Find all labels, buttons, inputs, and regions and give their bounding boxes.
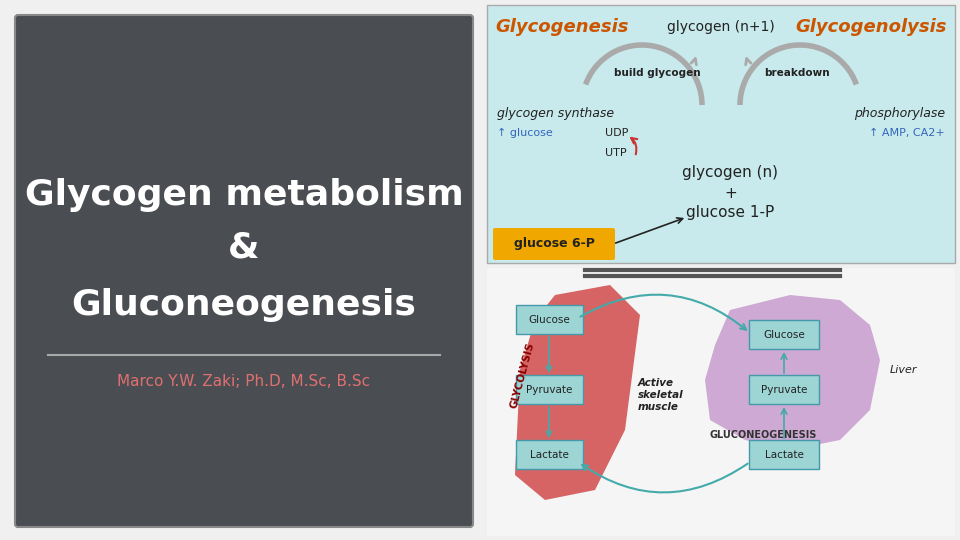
Text: Lactate: Lactate <box>764 450 804 460</box>
Text: &: & <box>228 231 260 265</box>
Text: glycogen (n): glycogen (n) <box>683 165 779 180</box>
Text: UTP: UTP <box>605 148 627 158</box>
Text: Pyruvate: Pyruvate <box>526 385 572 395</box>
Text: Glucose: Glucose <box>528 315 570 325</box>
Text: phosphorylase: phosphorylase <box>853 106 945 119</box>
Text: Glucose: Glucose <box>763 330 804 340</box>
Text: Lactate: Lactate <box>530 450 568 460</box>
FancyBboxPatch shape <box>15 15 473 527</box>
Polygon shape <box>515 285 640 500</box>
Text: Glycogenolysis: Glycogenolysis <box>796 18 947 36</box>
Text: Liver: Liver <box>890 365 918 375</box>
Text: ↑ AMP, CA2+: ↑ AMP, CA2+ <box>869 128 945 138</box>
FancyBboxPatch shape <box>516 375 583 404</box>
Polygon shape <box>705 295 880 450</box>
Text: build glycogen: build glycogen <box>613 68 700 78</box>
FancyBboxPatch shape <box>749 440 819 469</box>
Text: +: + <box>724 186 736 200</box>
Text: GLUCONEOGENESIS: GLUCONEOGENESIS <box>709 430 817 440</box>
Text: GLYCOLYSIS: GLYCOLYSIS <box>509 341 536 409</box>
Text: breakdown: breakdown <box>764 68 829 78</box>
FancyBboxPatch shape <box>516 305 583 334</box>
FancyBboxPatch shape <box>749 320 819 349</box>
Text: Marco Y.W. Zaki; Ph.D, M.Sc, B.Sc: Marco Y.W. Zaki; Ph.D, M.Sc, B.Sc <box>117 375 371 389</box>
FancyBboxPatch shape <box>516 440 583 469</box>
FancyBboxPatch shape <box>493 228 615 260</box>
FancyBboxPatch shape <box>749 375 819 404</box>
Text: Glycogenesis: Glycogenesis <box>495 18 629 36</box>
Text: Active
skeletal
muscle: Active skeletal muscle <box>638 379 684 411</box>
Bar <box>487 5 955 263</box>
Text: Pyruvate: Pyruvate <box>761 385 807 395</box>
Text: UDP: UDP <box>605 128 629 138</box>
Text: ↑ glucose: ↑ glucose <box>497 128 553 138</box>
Text: glycogen (n+1): glycogen (n+1) <box>667 20 775 34</box>
Text: Glycogen metabolism: Glycogen metabolism <box>25 178 464 212</box>
Text: glucose 6-P: glucose 6-P <box>514 238 594 251</box>
Text: glucose 1-P: glucose 1-P <box>686 206 775 220</box>
Text: Gluconeogenesis: Gluconeogenesis <box>72 288 417 322</box>
Text: glycogen synthase: glycogen synthase <box>497 106 614 119</box>
Bar <box>487 268 955 536</box>
